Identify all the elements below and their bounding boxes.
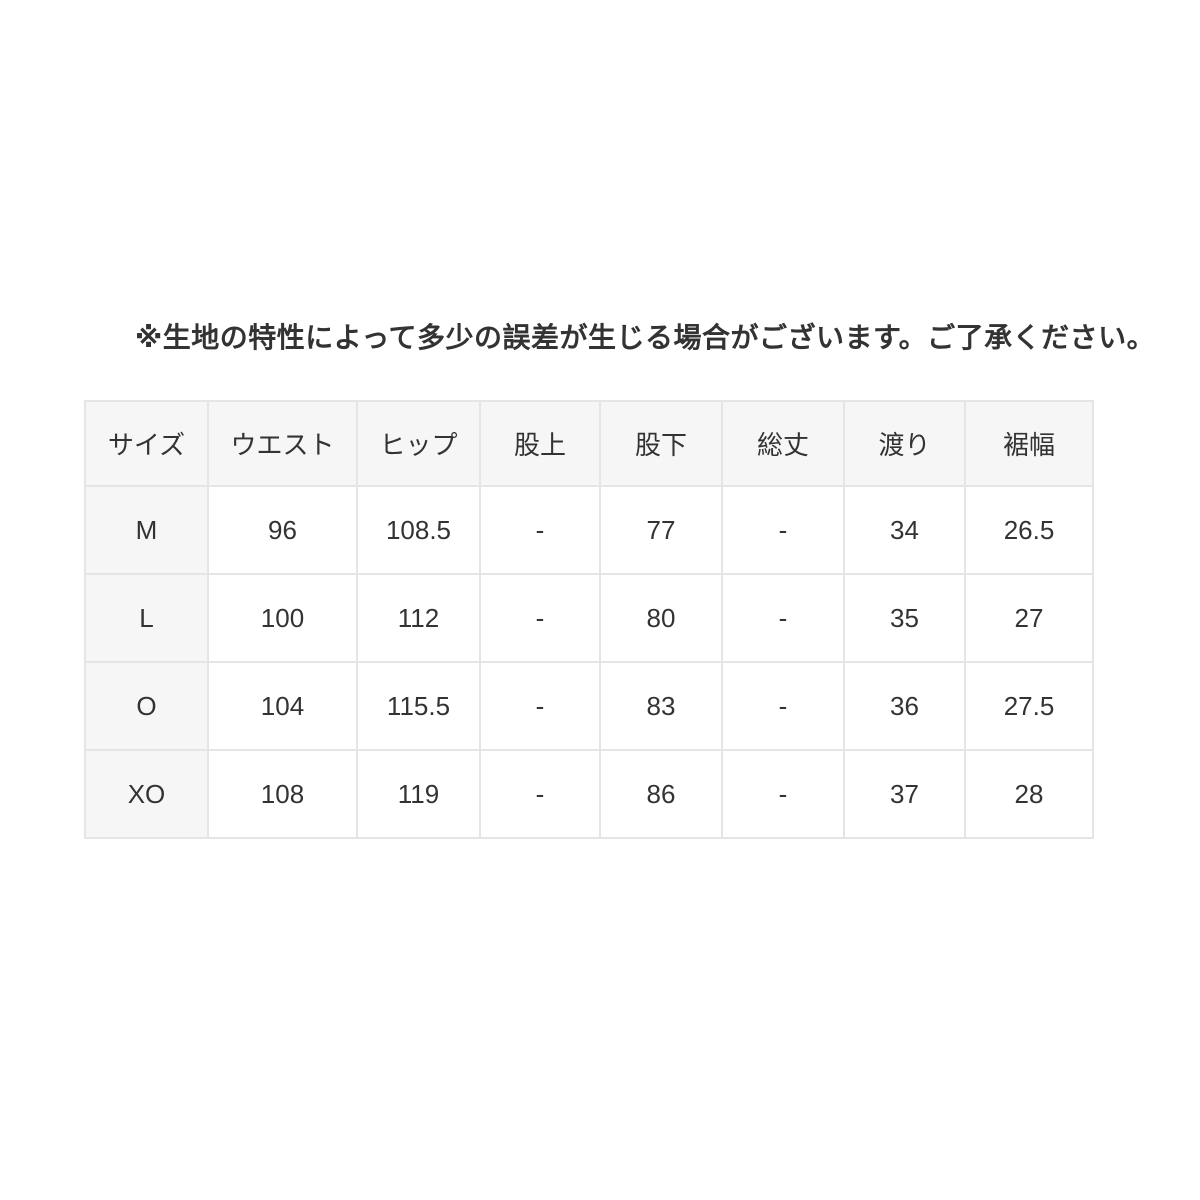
size-disclaimer-text: ※生地の特性によって多少の誤差が生じる場合がございます。ご了承ください。	[135, 322, 1156, 353]
header-thigh-width: 渡り	[843, 400, 966, 487]
table-row-xo: XO 108 119 - 86 - 37 28	[84, 749, 1094, 839]
row-label: O	[84, 661, 209, 751]
table-cell: 104	[207, 661, 358, 751]
table-row-o: O 104 115.5 - 83 - 36 27.5	[84, 661, 1094, 751]
header-inseam: 股下	[599, 400, 723, 487]
table-cell: 108	[207, 749, 358, 839]
table-cell: 27	[964, 573, 1094, 663]
table-cell: 96	[207, 485, 358, 575]
table-cell: -	[721, 749, 845, 839]
table-cell: 37	[843, 749, 966, 839]
table-cell: 108.5	[356, 485, 481, 575]
table-cell: 86	[599, 749, 723, 839]
table-row-l: L 100 112 - 80 - 35 27	[84, 573, 1094, 663]
table-cell: -	[479, 661, 601, 751]
table-row-m: M 96 108.5 - 77 - 34 26.5	[84, 485, 1094, 575]
table-cell: -	[479, 573, 601, 663]
table-cell: 100	[207, 573, 358, 663]
table-cell: 112	[356, 573, 481, 663]
table-cell: -	[721, 485, 845, 575]
row-label: XO	[84, 749, 209, 839]
table-cell: 77	[599, 485, 723, 575]
header-hip: ヒップ	[356, 400, 481, 487]
header-rise: 股上	[479, 400, 601, 487]
header-total-length: 総丈	[721, 400, 845, 487]
table-cell: 119	[356, 749, 481, 839]
table-cell: -	[479, 485, 601, 575]
header-row: サイズ ウエスト ヒップ 股上 股下 総丈 渡り 裾幅	[84, 400, 1094, 487]
header-size: サイズ	[84, 400, 209, 487]
table-cell: 83	[599, 661, 723, 751]
row-label: M	[84, 485, 209, 575]
table-cell: -	[479, 749, 601, 839]
table-cell: 34	[843, 485, 966, 575]
table-cell: 36	[843, 661, 966, 751]
table-cell: -	[721, 573, 845, 663]
row-label: L	[84, 573, 209, 663]
table-cell: 35	[843, 573, 966, 663]
table-cell: 27.5	[964, 661, 1094, 751]
table-cell: -	[721, 661, 845, 751]
table-cell: 28	[964, 749, 1094, 839]
header-waist: ウエスト	[207, 400, 358, 487]
header-hem-width: 裾幅	[964, 400, 1094, 487]
table-cell: 115.5	[356, 661, 481, 751]
table-cell: 80	[599, 573, 723, 663]
table-cell: 26.5	[964, 485, 1094, 575]
size-chart-table: サイズ ウエスト ヒップ 股上 股下 総丈 渡り 裾幅 M 96 108.5 -…	[84, 400, 1094, 839]
